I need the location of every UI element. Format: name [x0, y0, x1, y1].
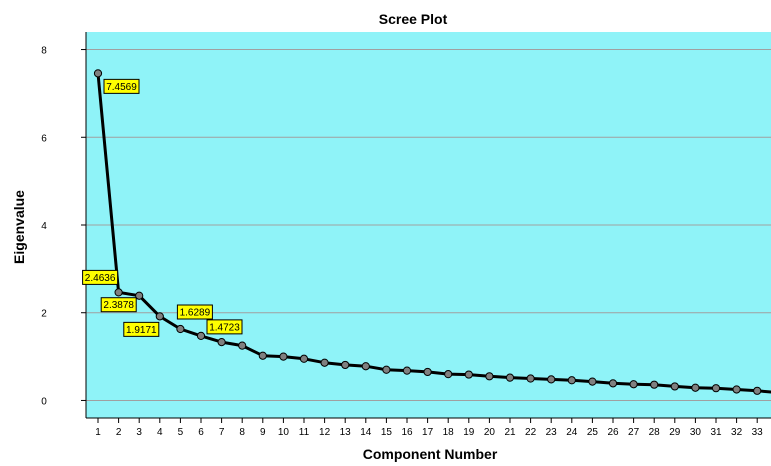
x-tick-label: 5 — [178, 427, 184, 438]
data-point — [505, 373, 515, 382]
data-point — [320, 358, 329, 367]
data-point — [176, 324, 185, 334]
data-label-box — [103, 78, 140, 94]
data-point — [567, 376, 576, 385]
data-point — [382, 365, 391, 374]
x-tick-label: 28 — [649, 427, 661, 438]
data-label-box — [176, 304, 213, 320]
x-tick-label: 22 — [525, 427, 537, 438]
x-tick-label: 23 — [546, 427, 558, 438]
x-tick-label: 32 — [731, 427, 743, 438]
data-point — [444, 370, 453, 379]
data-label: 1.9171 — [123, 321, 160, 337]
data-point — [238, 341, 247, 350]
x-tick-label: 13 — [340, 427, 352, 438]
y-tick-label: 8 — [41, 46, 47, 57]
data-point — [217, 338, 226, 347]
x-tick-label: 2 — [116, 427, 122, 438]
data-point — [258, 351, 267, 360]
x-tick-label: 25 — [587, 427, 599, 438]
data-label: 1.4723 — [206, 319, 243, 335]
data-point — [526, 374, 535, 383]
data-label-text: 2.4636 — [85, 273, 116, 284]
data-label-text: 1.9171 — [126, 325, 157, 336]
x-tick-label: 31 — [710, 427, 722, 438]
data-labels: 7.4569 2.4636 2.3878 1.9171 1.6289 1.4723 — [82, 78, 243, 337]
data-point — [114, 288, 123, 297]
x-tick-label: 18 — [443, 427, 455, 438]
x-tick-label: 12 — [319, 427, 331, 438]
chart-title: Scree Plot — [379, 11, 448, 27]
data-label-text: 7.4569 — [106, 82, 137, 93]
data-point — [361, 362, 370, 371]
x-tick-label: 33 — [752, 427, 764, 438]
data-label-box — [82, 269, 119, 285]
data-point — [299, 354, 309, 363]
data-point — [402, 366, 412, 375]
x-tick-label: 14 — [360, 427, 372, 438]
x-tick-label: 3 — [136, 427, 142, 438]
y-tick-label: 4 — [41, 221, 47, 232]
data-label: 1.6289 — [176, 304, 213, 320]
data-label-text: 2.3878 — [103, 300, 134, 311]
x-tick-label: 20 — [484, 427, 496, 438]
x-tick-label: 21 — [504, 427, 516, 438]
y-tick-label: 2 — [41, 309, 47, 320]
data-point — [629, 380, 638, 389]
x-tick-label: 10 — [278, 427, 290, 438]
data-point — [341, 360, 350, 370]
x-tick-label: 8 — [239, 427, 245, 438]
x-tick-label: 27 — [628, 427, 640, 438]
data-label: 2.4636 — [82, 269, 119, 285]
data-point — [135, 291, 144, 300]
y-axis-label: Eigenvalue — [11, 190, 27, 264]
x-tick-label: 19 — [463, 427, 475, 438]
data-label: 7.4569 — [103, 78, 140, 94]
series-line — [96, 73, 771, 394]
x-tick-label: 1 — [95, 427, 101, 438]
x-tick-label: 11 — [299, 427, 310, 438]
data-point — [691, 383, 700, 392]
data-label: 2.3878 — [100, 297, 137, 313]
data-point — [753, 386, 762, 395]
x-tick-label: 24 — [566, 427, 578, 438]
x-tick-label: 16 — [401, 427, 413, 438]
x-tick-label: 7 — [219, 427, 225, 438]
x-tick-label: 4 — [157, 427, 163, 438]
data-point — [711, 384, 721, 393]
data-label-text: 1.4723 — [209, 322, 240, 333]
x-tick-label: 30 — [690, 427, 702, 438]
series-layer — [93, 69, 771, 395]
x-tick-label: 9 — [260, 427, 266, 438]
data-point — [547, 375, 556, 384]
x-tick-label: 6 — [198, 427, 204, 438]
x-axis-label: Component Number — [363, 446, 498, 462]
data-point — [464, 370, 473, 379]
data-point — [732, 385, 741, 394]
x-tick-label: 29 — [669, 427, 681, 438]
data-point — [423, 367, 432, 377]
data-point — [155, 312, 164, 321]
data-label-text: 1.6289 — [180, 308, 211, 319]
data-point — [608, 379, 618, 388]
x-tick-label: 26 — [607, 427, 619, 438]
data-point — [279, 352, 288, 361]
data-point — [650, 380, 659, 389]
data-point — [196, 331, 206, 340]
x-tick-label: 17 — [422, 427, 434, 438]
x-tick-label: 15 — [381, 427, 393, 438]
data-point — [670, 382, 679, 391]
data-label-box — [100, 297, 137, 313]
y-tick-label: 6 — [41, 133, 47, 144]
data-label-box — [123, 321, 160, 337]
y-tick-label: 0 — [41, 396, 47, 407]
data-point — [588, 377, 597, 386]
data-point — [485, 372, 494, 381]
data-label-box — [206, 319, 243, 335]
data-point — [93, 69, 103, 78]
